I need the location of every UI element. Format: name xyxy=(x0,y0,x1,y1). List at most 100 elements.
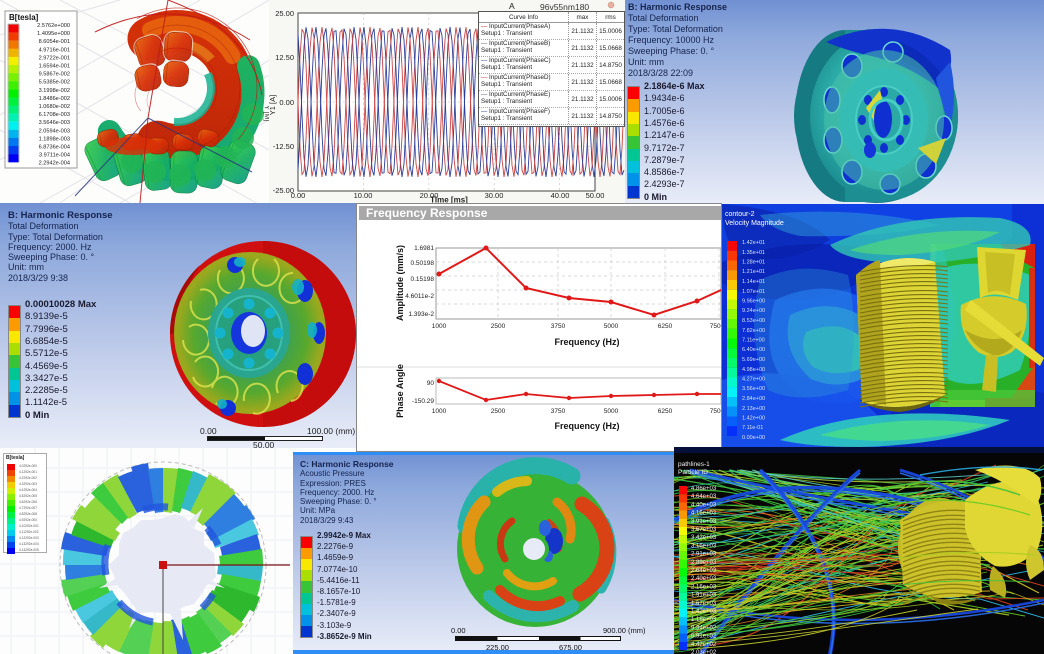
svg-text:3.56e+00: 3.56e+00 xyxy=(742,386,765,392)
svg-text:3750: 3750 xyxy=(551,408,566,415)
svg-text:-25.00: -25.00 xyxy=(273,186,294,195)
svg-text:1.42e+00: 1.42e+00 xyxy=(742,416,765,422)
svg-text:Amplitude (mm/s): Amplitude (mm/s) xyxy=(395,245,405,321)
svg-text:1.18e+03: 1.18e+03 xyxy=(691,617,717,623)
svg-text:Time [ms]: Time [ms] xyxy=(430,196,468,204)
svg-text:7.11e-01: 7.11e-01 xyxy=(742,425,763,431)
svg-text:3.5646e-003: 3.5646e-003 xyxy=(39,120,70,126)
svg-text:5.69e+00: 5.69e+00 xyxy=(742,357,765,363)
svg-text:1.393e-2: 1.393e-2 xyxy=(408,311,434,318)
svg-text:0.00: 0.00 xyxy=(291,191,306,200)
svg-text:30.00: 30.00 xyxy=(485,191,504,200)
svg-text:1.8486e-002: 1.8486e-002 xyxy=(39,96,70,102)
svg-text:2.84e+00: 2.84e+00 xyxy=(742,396,765,402)
svg-text:1.6594e-001: 1.6594e-001 xyxy=(39,64,70,70)
svg-text:4.6011e-2: 4.6011e-2 xyxy=(405,293,434,300)
svg-text:3.16e+03: 3.16e+03 xyxy=(691,543,717,549)
svg-text:3.67e+03: 3.67e+03 xyxy=(691,527,717,533)
svg-text:40.00: 40.00 xyxy=(551,191,570,200)
svg-text:4.40e+03: 4.40e+03 xyxy=(691,502,717,508)
svg-text:1.42e+01: 1.42e+01 xyxy=(742,240,765,246)
svg-text:0.15198: 0.15198 xyxy=(411,276,435,283)
svg-text:1.91e+03: 1.91e+03 xyxy=(691,593,717,599)
svg-text:1.42e+03: 1.42e+03 xyxy=(691,609,717,615)
svg-text:-12.50: -12.50 xyxy=(273,142,294,151)
svg-text:0.00: 0.00 xyxy=(279,98,294,107)
svg-text:6.1708e-003: 6.1708e-003 xyxy=(39,112,70,118)
svg-text:2.91e+03: 2.91e+03 xyxy=(691,552,717,558)
svg-text:6.40e+00: 6.40e+00 xyxy=(742,347,765,353)
svg-text:3.1998e-002: 3.1998e-002 xyxy=(39,88,70,94)
svg-text:7500: 7500 xyxy=(710,408,722,415)
svg-text:9.24e+00: 9.24e+00 xyxy=(742,308,765,314)
svg-text:5.5385e-002: 5.5385e-002 xyxy=(39,80,70,86)
svg-text:pathlines-1: pathlines-1 xyxy=(678,461,710,468)
svg-text:25.00: 25.00 xyxy=(275,9,294,18)
svg-text:6.91e+02: 6.91e+02 xyxy=(691,634,717,640)
svg-text:6.8736e-004: 6.8736e-004 xyxy=(39,145,70,151)
svg-text:8.53e+00: 8.53e+00 xyxy=(742,318,765,324)
svg-text:9.34e+02: 9.34e+02 xyxy=(691,625,717,631)
svg-text:0.00e+00: 0.00e+00 xyxy=(742,435,765,441)
svg-text:9.96e+00: 9.96e+00 xyxy=(742,299,765,305)
svg-text:7500: 7500 xyxy=(710,323,722,330)
svg-text:96v55nm180: 96v55nm180 xyxy=(540,2,589,12)
svg-text:2.89e+03: 2.89e+03 xyxy=(691,560,717,566)
svg-text:7.11e+00: 7.11e+00 xyxy=(742,338,765,344)
svg-text:4.98e+00: 4.98e+00 xyxy=(742,367,765,373)
svg-text:4.9716e-001: 4.9716e-001 xyxy=(39,47,70,53)
svg-text:Frequency (Hz): Frequency (Hz) xyxy=(554,337,619,347)
svg-text:20.00: 20.00 xyxy=(420,191,439,200)
svg-text:1.1898e-003: 1.1898e-003 xyxy=(39,136,70,142)
svg-text:2.03e+02: 2.03e+02 xyxy=(691,650,717,654)
svg-text:12.50: 12.50 xyxy=(275,53,294,62)
svg-text:1.28e+01: 1.28e+01 xyxy=(742,260,765,266)
svg-text:90: 90 xyxy=(427,380,435,387)
svg-text:0.50198: 0.50198 xyxy=(411,260,435,267)
svg-text:2.13e+00: 2.13e+00 xyxy=(742,406,765,412)
svg-text:6250: 6250 xyxy=(658,323,673,330)
svg-text:Y [M]: Y [M] xyxy=(263,105,269,121)
svg-text:2.0594e-003: 2.0594e-003 xyxy=(39,128,70,134)
svg-text:9.5867e-002: 9.5867e-002 xyxy=(39,72,70,78)
svg-text:3.9711e-004: 3.9711e-004 xyxy=(39,153,70,159)
svg-text:Phase Angle: Phase Angle xyxy=(395,364,405,418)
svg-text:7.82e+00: 7.82e+00 xyxy=(742,328,765,334)
svg-text:8.6054e-001: 8.6054e-001 xyxy=(39,39,70,45)
svg-text:2500: 2500 xyxy=(491,408,506,415)
svg-text:5000: 5000 xyxy=(604,408,619,415)
svg-text:Particle ID: Particle ID xyxy=(678,469,708,476)
svg-text:2.2942e-004: 2.2942e-004 xyxy=(39,161,70,167)
svg-text:2.40e+03: 2.40e+03 xyxy=(691,576,717,582)
svg-text:5000: 5000 xyxy=(604,323,619,330)
svg-text:-150.29: -150.29 xyxy=(412,398,434,405)
svg-text:10.00: 10.00 xyxy=(354,191,373,200)
svg-text:4.64e+03: 4.64e+03 xyxy=(691,494,717,500)
svg-text:2.64e+03: 2.64e+03 xyxy=(691,568,717,574)
svg-text:B[tesla]: B[tesla] xyxy=(9,13,39,22)
svg-text:50.00: 50.00 xyxy=(586,191,605,200)
svg-text:6250: 6250 xyxy=(658,408,673,415)
svg-text:1.21e+01: 1.21e+01 xyxy=(742,269,765,275)
svg-text:1000: 1000 xyxy=(432,408,447,415)
svg-text:1.14e+01: 1.14e+01 xyxy=(742,279,765,285)
svg-text:Frequency (Hz): Frequency (Hz) xyxy=(554,421,619,431)
svg-text:2.9722e-001: 2.9722e-001 xyxy=(39,55,70,61)
svg-text:A: A xyxy=(509,1,515,11)
svg-text:2500: 2500 xyxy=(491,323,506,330)
svg-text:1.0680e-002: 1.0680e-002 xyxy=(39,104,70,110)
svg-text:4.86e+03: 4.86e+03 xyxy=(691,486,717,492)
svg-text:Velocity Magnitude: Velocity Magnitude xyxy=(725,220,784,227)
svg-text:2.16e+03: 2.16e+03 xyxy=(691,584,717,590)
svg-text:1.35e+01: 1.35e+01 xyxy=(742,250,765,256)
svg-text:3.42e+03: 3.42e+03 xyxy=(691,535,717,541)
svg-text:3.91e+03: 3.91e+03 xyxy=(691,519,717,525)
svg-text:1.6981: 1.6981 xyxy=(414,245,434,252)
svg-text:contour-2: contour-2 xyxy=(725,211,755,218)
svg-text:1000: 1000 xyxy=(432,323,447,330)
svg-text:4.47e+02: 4.47e+02 xyxy=(691,642,717,648)
svg-text:Y1 [A]: Y1 [A] xyxy=(269,95,277,115)
svg-text:4.16e+03: 4.16e+03 xyxy=(691,511,717,517)
svg-text:1.67e+03: 1.67e+03 xyxy=(691,601,717,607)
svg-text:1.4095e+000: 1.4095e+000 xyxy=(37,31,70,37)
